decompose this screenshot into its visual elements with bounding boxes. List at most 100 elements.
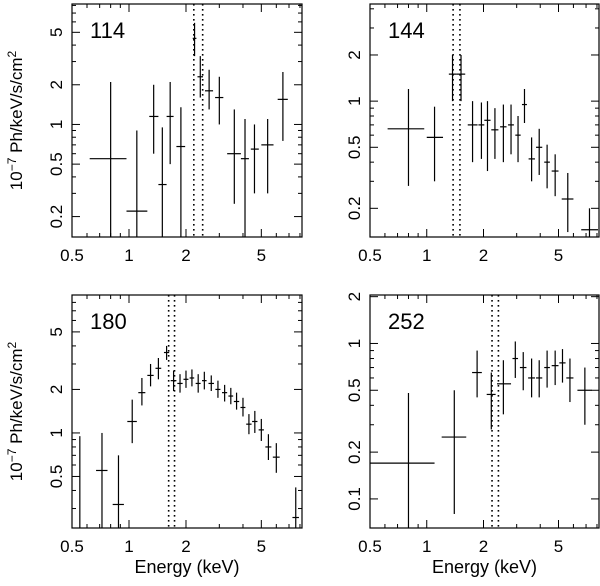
data-point bbox=[240, 118, 249, 237]
data-point bbox=[500, 104, 507, 163]
data-point bbox=[486, 372, 496, 430]
y-axis-title-exponent: −7 bbox=[5, 448, 19, 462]
data-point bbox=[456, 54, 466, 102]
data-point bbox=[208, 375, 214, 392]
data-point bbox=[176, 107, 186, 237]
data-point bbox=[183, 370, 189, 388]
data-point bbox=[519, 352, 527, 391]
data-point bbox=[147, 363, 154, 387]
data-point bbox=[246, 414, 252, 435]
data-point bbox=[472, 350, 482, 398]
data-point bbox=[215, 76, 224, 125]
data-point bbox=[551, 154, 559, 197]
panel-label: 252 bbox=[388, 309, 425, 334]
panel-label: 144 bbox=[388, 18, 425, 43]
y-tick-label: 2 bbox=[345, 292, 364, 301]
x-tick-label: 5 bbox=[257, 537, 266, 556]
y-tick-label: 1 bbox=[345, 339, 364, 348]
data-point bbox=[467, 101, 478, 163]
data-point bbox=[261, 118, 274, 194]
y-axis-title-unit: Ph/keV/s/cm bbox=[7, 348, 26, 448]
data-point bbox=[192, 22, 197, 57]
data-point bbox=[491, 108, 499, 159]
y-tick-label: 0.1 bbox=[345, 487, 364, 511]
x-tick-label: 2 bbox=[181, 246, 190, 265]
data-point bbox=[158, 127, 167, 237]
x-tick-label: 2 bbox=[479, 246, 488, 265]
y-tick-label: 2 bbox=[47, 385, 66, 394]
y-axis-title-squared: 2 bbox=[5, 341, 19, 348]
data-point bbox=[272, 443, 280, 473]
y-axis-title-base: 10 bbox=[7, 171, 26, 190]
data-point bbox=[204, 69, 214, 110]
data-point bbox=[441, 390, 467, 514]
data-point bbox=[370, 393, 435, 528]
data-point bbox=[561, 172, 574, 233]
y-tick-label: 0.5 bbox=[345, 135, 364, 159]
plot-frame bbox=[369, 294, 600, 529]
plot-frame bbox=[369, 3, 600, 238]
y-tick-label: 0.2 bbox=[345, 196, 364, 220]
data-point bbox=[484, 101, 491, 172]
data-point bbox=[189, 369, 195, 387]
data-point bbox=[387, 88, 425, 186]
x-tick-label: 1 bbox=[422, 537, 431, 556]
data-point bbox=[227, 109, 241, 204]
data-point bbox=[126, 130, 148, 237]
data-point bbox=[497, 360, 512, 415]
data-point bbox=[149, 84, 159, 154]
data-point bbox=[521, 88, 527, 124]
data-point bbox=[252, 410, 258, 433]
data-point bbox=[581, 208, 598, 237]
x-tick-label: 1 bbox=[124, 537, 133, 556]
data-point bbox=[197, 56, 204, 98]
data-point bbox=[536, 128, 543, 175]
x-tick-label: 1 bbox=[422, 246, 431, 265]
panel-label: 180 bbox=[90, 309, 127, 334]
data-point bbox=[201, 371, 207, 390]
y-tick-label: 0.5 bbox=[47, 465, 66, 489]
x-tick-label: 5 bbox=[554, 246, 563, 265]
data-point bbox=[512, 341, 519, 378]
data-point bbox=[544, 144, 550, 189]
data-point bbox=[515, 115, 521, 163]
data-point bbox=[250, 124, 259, 194]
data-point bbox=[240, 397, 246, 417]
data-point bbox=[138, 377, 146, 406]
data-point bbox=[170, 370, 177, 392]
data-point bbox=[89, 81, 127, 237]
x-tick-label: 0.5 bbox=[358, 537, 382, 556]
x-axis-title: Energy (keV) bbox=[432, 557, 537, 577]
x-tick-label: 2 bbox=[479, 537, 488, 556]
y-tick-label: 5 bbox=[47, 28, 66, 37]
data-point bbox=[228, 387, 234, 405]
panel-252: 0.5 1 2 5 0.1 0.2 0.5 1 2 252 Energy (keV) bbox=[345, 292, 600, 577]
panel-label: 114 bbox=[90, 18, 125, 43]
y-tick-label: 1 bbox=[47, 120, 66, 129]
x-tick-label: 1 bbox=[124, 246, 133, 265]
y-axis-title-exponent: −7 bbox=[5, 157, 19, 171]
y-tick-label: 5 bbox=[47, 327, 66, 336]
y-axis-title-unit: Ph/keV/s/cm bbox=[7, 57, 26, 157]
data-point bbox=[544, 350, 550, 388]
data-point bbox=[566, 358, 574, 403]
data-point bbox=[96, 432, 108, 528]
y-tick-label: 0.2 bbox=[47, 205, 66, 229]
data-point bbox=[528, 358, 535, 398]
x-tick-label: 0.5 bbox=[358, 246, 382, 265]
data-point bbox=[195, 374, 201, 393]
data-point bbox=[448, 54, 457, 102]
y-tick-label: 0.5 bbox=[345, 378, 364, 402]
y-tick-label: 1 bbox=[345, 96, 364, 105]
x-tick-label: 2 bbox=[181, 537, 190, 556]
data-point bbox=[277, 71, 288, 141]
panel-144: 0.5 1 2 5 0.2 0.5 1 2 144 bbox=[345, 3, 600, 265]
x-tick-label: 0.5 bbox=[60, 246, 84, 265]
y-axis-title-base: 10 bbox=[7, 462, 26, 481]
data-point bbox=[426, 106, 444, 182]
plot-frame bbox=[71, 294, 303, 529]
